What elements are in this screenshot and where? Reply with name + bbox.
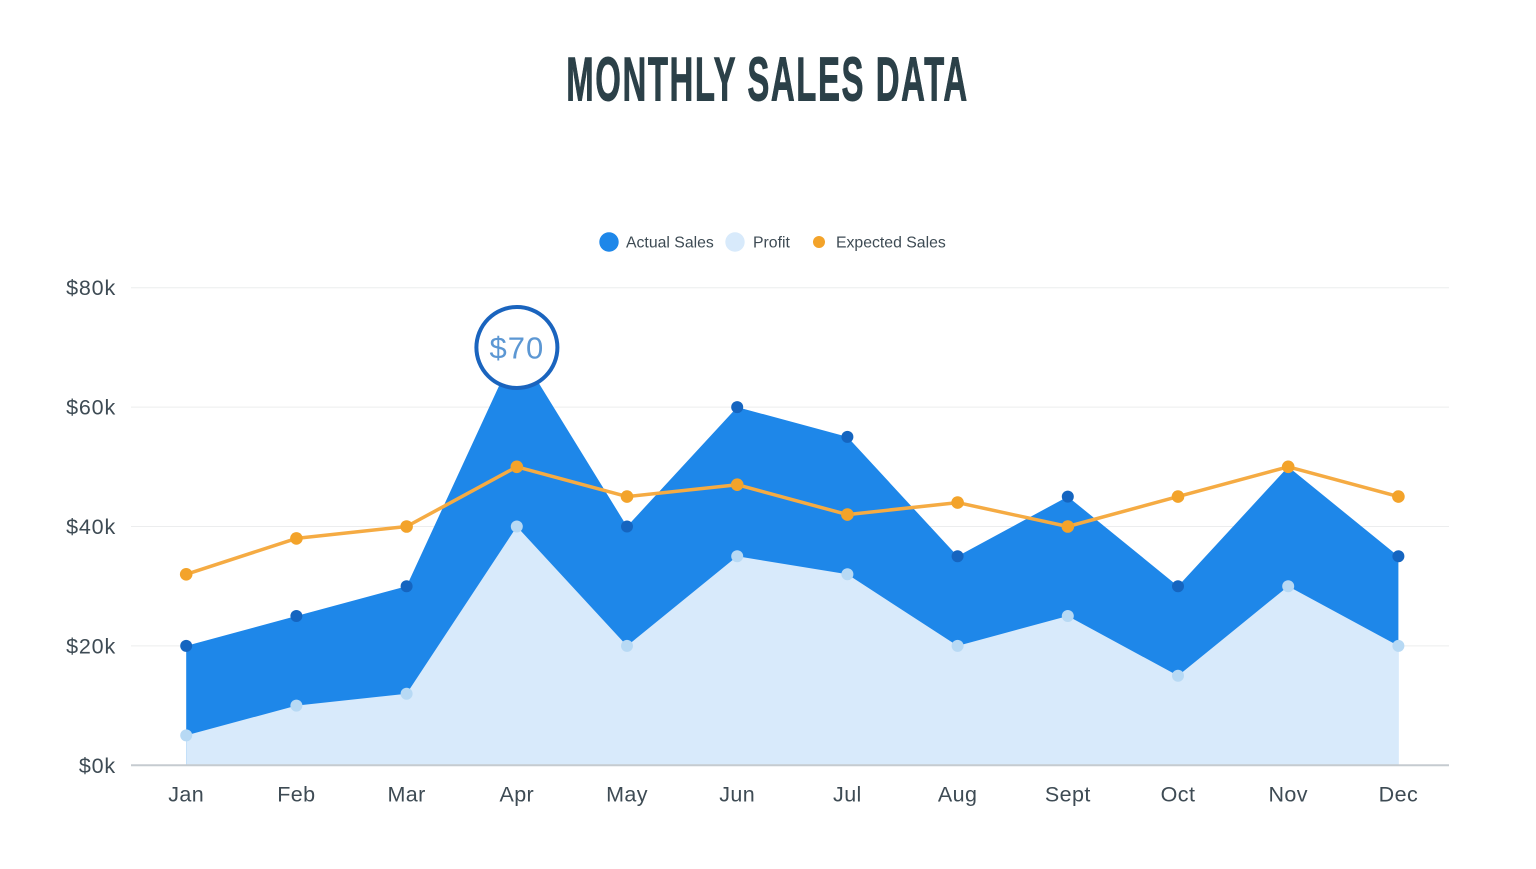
svg-text:Nov: Nov: [1268, 783, 1307, 807]
svg-text:Jul: Jul: [833, 783, 862, 807]
svg-text:May: May: [606, 783, 648, 807]
svg-text:Dec: Dec: [1379, 783, 1418, 807]
svg-text:Apr: Apr: [499, 783, 534, 807]
svg-text:MONTHLY SALES DATA: MONTHLY SALES DATA: [566, 46, 969, 115]
svg-text:$60k: $60k: [66, 396, 116, 420]
svg-text:$20k: $20k: [66, 634, 116, 658]
svg-text:Jun: Jun: [719, 783, 755, 807]
svg-text:Sept: Sept: [1045, 783, 1091, 807]
svg-text:$0k: $0k: [79, 754, 116, 778]
svg-text:Profit: Profit: [753, 235, 790, 252]
svg-text:$80k: $80k: [66, 276, 116, 300]
svg-text:Mar: Mar: [387, 783, 425, 807]
svg-text:Expected Sales: Expected Sales: [836, 235, 946, 252]
svg-text:$70: $70: [490, 330, 545, 365]
svg-text:Feb: Feb: [277, 783, 315, 807]
svg-text:Actual Sales: Actual Sales: [626, 235, 714, 252]
svg-text:Aug: Aug: [938, 783, 977, 807]
svg-text:Jan: Jan: [168, 783, 204, 807]
svg-text:$40k: $40k: [66, 515, 116, 539]
svg-text:Oct: Oct: [1161, 783, 1196, 807]
